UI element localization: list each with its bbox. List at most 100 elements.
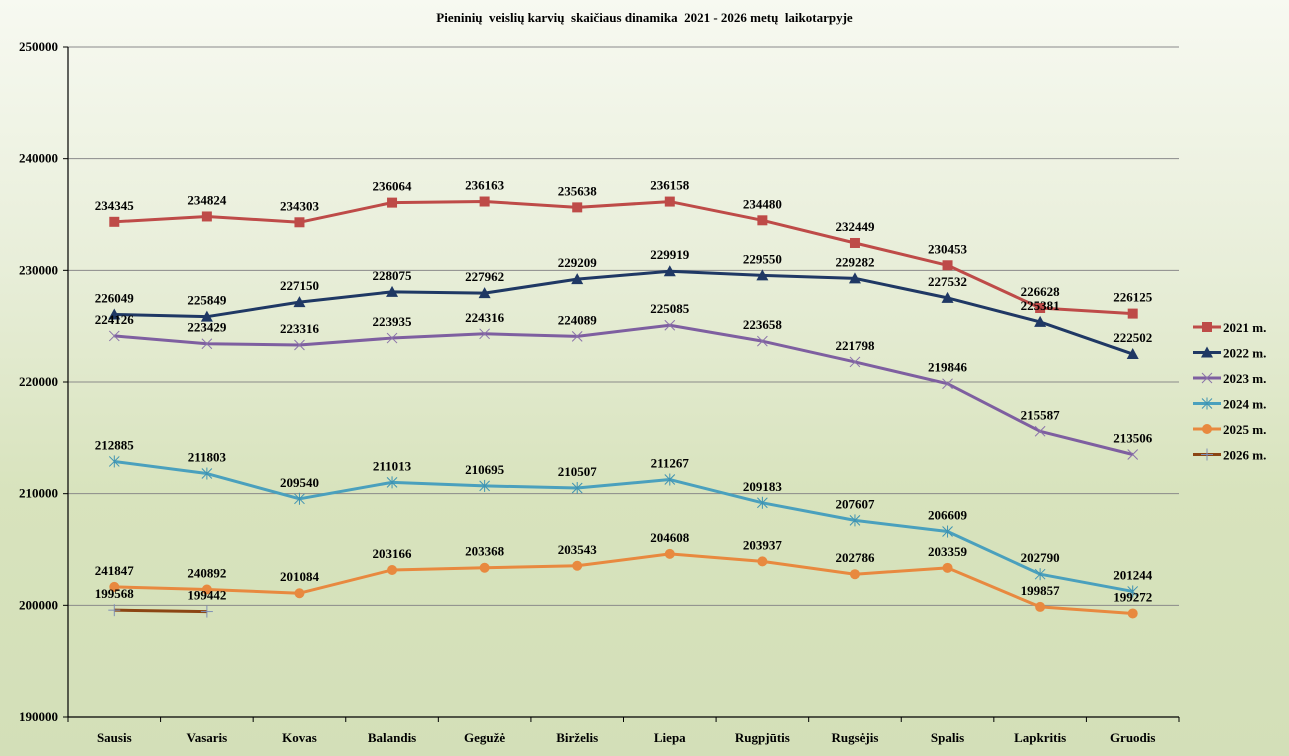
data-point: [664, 196, 675, 207]
data-label: 202786: [835, 550, 875, 565]
data-point: [1127, 585, 1139, 598]
data-point: [1127, 608, 1138, 619]
series-2023-line: [114, 323, 1134, 456]
data-label: 212885: [95, 437, 135, 452]
y-tick-label: 250000: [19, 39, 58, 54]
data-label: 229550: [743, 251, 782, 266]
data-point: [757, 335, 768, 347]
data-label: 207607: [835, 496, 875, 511]
data-point: [1034, 568, 1046, 581]
data-point: [109, 581, 120, 592]
legend-item: 2022 m.: [1193, 346, 1266, 361]
y-tick-label: 190000: [19, 709, 58, 724]
legend-item: 2021 m.: [1193, 320, 1266, 335]
data-point: [108, 455, 120, 468]
data-label: 211013: [373, 458, 412, 473]
data-point: [757, 556, 768, 567]
data-label: 202790: [1021, 550, 1060, 565]
y-tick-label: 230000: [19, 262, 58, 277]
series-group: [108, 196, 1139, 619]
data-point: [571, 273, 584, 285]
legend-marker: [1201, 448, 1213, 461]
series-2026: [108, 604, 213, 618]
data-point: [109, 216, 120, 227]
data-point: [664, 319, 676, 331]
data-point: [386, 332, 398, 344]
data-point: [757, 496, 768, 509]
data-label: 229209: [558, 255, 598, 270]
series-2021-line: [114, 200, 1133, 316]
data-label: 201084: [280, 569, 320, 584]
legend-label: 2023 m.: [1223, 371, 1266, 386]
data-label: 223316: [280, 321, 320, 336]
data-label: 203359: [928, 544, 968, 559]
data-label: 234303: [280, 198, 320, 213]
data-point: [386, 476, 398, 489]
data-label: 226049: [95, 290, 135, 305]
legend-item: 2025 m.: [1193, 422, 1266, 437]
x-tick-label: Liepa: [654, 730, 686, 745]
data-label: 199272: [1113, 589, 1152, 604]
data-point: [201, 467, 213, 480]
data-point: [1034, 315, 1047, 327]
data-label: 222502: [1113, 330, 1152, 345]
data-point: [848, 272, 861, 284]
data-point: [1127, 449, 1139, 460]
data-label: 210507: [558, 464, 598, 479]
data-point: [108, 330, 120, 342]
data-label: 225381: [1021, 298, 1060, 313]
data-label: 234345: [95, 198, 135, 213]
data-label: 199857: [1021, 583, 1061, 598]
data-point: [942, 562, 953, 573]
x-tick-label: Sausis: [97, 730, 132, 745]
data-label: 215587: [1021, 407, 1061, 422]
data-point: [849, 514, 861, 527]
series-2023: [108, 319, 1139, 460]
x-tick-label: Lapkritis: [1014, 730, 1066, 745]
data-point: [1035, 601, 1046, 612]
data-point: [479, 328, 490, 340]
x-tick-label: Birželis: [556, 730, 598, 745]
data-point: [571, 330, 583, 342]
data-point: [571, 482, 583, 495]
data-labels: 234345 234824 234303 236064 236163 235638 2361…: [95, 178, 1153, 605]
data-point: [942, 378, 953, 390]
data-label: 224089: [558, 312, 598, 327]
legend-marker: [1201, 397, 1213, 410]
data-point: [387, 197, 398, 208]
data-point: [756, 269, 769, 281]
data-label: 204608: [650, 530, 690, 545]
data-label: 209540: [280, 475, 319, 490]
data-point: [294, 492, 305, 505]
legend-marker: [1202, 322, 1212, 332]
data-point: [664, 548, 675, 559]
data-label: 232449: [835, 219, 875, 234]
data-label: 234824: [187, 192, 227, 207]
data-point: [387, 564, 398, 575]
data-point: [386, 285, 399, 297]
data-point: [942, 525, 953, 538]
data-point: [849, 237, 860, 248]
legend-marker: [1201, 372, 1213, 384]
data-point: [293, 296, 306, 308]
data-label: 236163: [465, 178, 505, 193]
data-label: 223658: [743, 317, 783, 332]
data-label: 223429: [187, 320, 227, 335]
series-2022-line: [114, 269, 1134, 356]
data-point: [201, 211, 212, 222]
data-label: 203368: [465, 544, 505, 559]
data-point: [1034, 425, 1046, 437]
data-point: [294, 339, 305, 351]
data-label: 206609: [928, 508, 968, 523]
y-tick-label: 210000: [19, 486, 58, 501]
legend-label: 2025 m.: [1223, 422, 1266, 437]
data-label: 219846: [928, 360, 968, 375]
data-point: [201, 338, 213, 350]
data-label: 227532: [928, 274, 967, 289]
data-point: [572, 560, 583, 571]
data-point: [479, 479, 490, 492]
data-label: 223935: [373, 314, 413, 329]
data-point: [849, 569, 860, 580]
data-label: 229919: [650, 247, 690, 262]
